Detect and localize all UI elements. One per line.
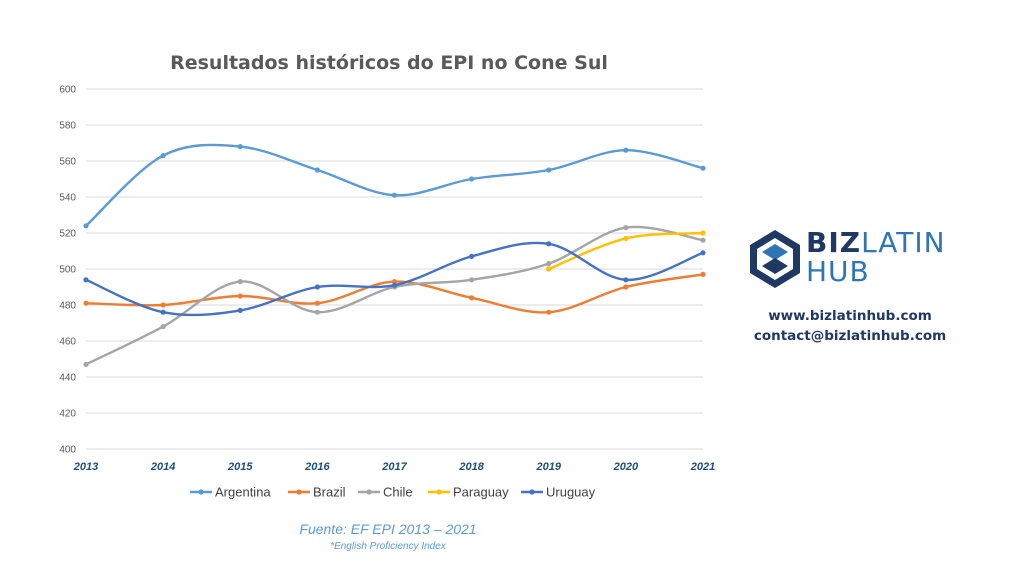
data-point (469, 295, 475, 301)
x-tick-label: 2015 (227, 461, 253, 473)
y-tick-label: 520 (59, 229, 76, 240)
legend-label: Paraguay (453, 485, 509, 500)
data-point (391, 282, 398, 288)
y-tick-label: 600 (59, 85, 76, 96)
data-point (623, 235, 629, 241)
data-point (237, 279, 243, 285)
logo-text-hub: HUB (806, 255, 870, 288)
data-point (623, 277, 629, 283)
x-tick-label: 2017 (381, 461, 407, 473)
legend-marker (198, 489, 204, 495)
data-point (83, 277, 89, 283)
x-tick-label: 2018 (458, 461, 484, 473)
series-brazil (83, 271, 706, 315)
series-uruguay (83, 241, 706, 317)
data-point (623, 284, 629, 290)
legend-marker (366, 489, 372, 495)
data-point (546, 309, 552, 315)
source-text: Fuente: EF EPI 2013 – 2021 (299, 521, 476, 537)
data-point (700, 165, 706, 171)
legend-label: Brazil (313, 485, 346, 500)
data-point (469, 176, 475, 182)
logo-text-biz: BIZ (806, 226, 862, 259)
legend-item-uruguay[interactable]: Uruguay (521, 485, 596, 500)
website-link[interactable]: www.bizlatinhub.com (768, 308, 932, 324)
data-point (700, 237, 706, 243)
data-point (314, 167, 320, 173)
bizlatinhub-logo: BIZLATIN HUB (748, 228, 948, 290)
data-point (700, 271, 706, 277)
data-point (700, 250, 706, 256)
x-tick-label: 2013 (73, 461, 98, 473)
y-tick-label: 460 (59, 337, 76, 348)
data-point (160, 302, 166, 308)
legend-label: Uruguay (546, 485, 596, 500)
series-line (85, 143, 704, 227)
x-tick-label: 2020 (613, 461, 639, 473)
x-tick-label: 2021 (690, 461, 715, 473)
x-tick-label: 2016 (304, 461, 330, 473)
data-point (700, 230, 706, 236)
series-line (85, 225, 704, 366)
data-point (623, 147, 629, 153)
x-axis-ticks: 2013 2014 2015 2016 2017 2018 2019 2020 2021 (73, 461, 715, 473)
y-tick-label: 480 (59, 301, 76, 312)
data-point (83, 223, 89, 229)
y-axis-ticks: 400 420 440 460 480 500 520 540 560 580 600 (59, 85, 76, 456)
legend-item-chile[interactable]: Chile (358, 485, 413, 500)
y-tick-label: 580 (59, 121, 76, 132)
series-chile (83, 225, 706, 367)
data-point (160, 153, 166, 159)
data-point (314, 300, 320, 306)
data-point (623, 225, 629, 231)
data-point (314, 284, 320, 290)
series-paraguay (546, 230, 706, 272)
y-tick-label: 560 (59, 157, 76, 168)
data-point (160, 309, 166, 315)
data-point (546, 241, 552, 247)
logo-mark-icon (750, 230, 800, 288)
legend-item-paraguay[interactable]: Paraguay (428, 485, 509, 500)
data-point (83, 361, 89, 367)
chart-title: Resultados históricos do EPI no Cone Sul (170, 52, 608, 74)
data-point (237, 293, 243, 299)
data-point (314, 309, 320, 315)
data-point (469, 253, 475, 259)
legend-label: Argentina (215, 485, 271, 500)
y-tick-label: 440 (59, 373, 76, 384)
y-tick-label: 400 (59, 445, 76, 456)
data-point (83, 300, 89, 306)
series-argentina (83, 143, 706, 229)
legend-marker (436, 489, 442, 495)
y-tick-label: 500 (59, 265, 76, 276)
legend-item-brazil[interactable]: Brazil (288, 485, 346, 500)
data-point (546, 167, 552, 173)
gridlines (86, 88, 703, 450)
legend[interactable]: Argentina Brazil Chile Paraguay Uruguay (190, 485, 596, 500)
data-point (237, 307, 243, 313)
legend-item-argentina[interactable]: Argentina (190, 485, 271, 500)
y-tick-label: 420 (59, 409, 76, 420)
x-tick-label: 2019 (536, 461, 562, 473)
contact-block: www.bizlatinhub.com contact@bizlatinhub.… (740, 306, 960, 346)
logo-text-latin: LATIN (861, 226, 946, 259)
data-point (546, 261, 552, 267)
data-point (160, 324, 166, 330)
source-note: *English Proficiency Index (330, 541, 447, 552)
data-point (546, 266, 552, 272)
data-point (391, 279, 398, 285)
legend-marker (296, 489, 302, 495)
email-link[interactable]: contact@bizlatinhub.com (753, 328, 947, 344)
y-tick-label: 540 (59, 193, 76, 204)
legend-marker (529, 489, 535, 495)
legend-label: Chile (383, 485, 413, 500)
data-point (469, 277, 475, 283)
x-tick-label: 2014 (150, 461, 175, 473)
series-lines (83, 143, 706, 367)
data-point (391, 192, 398, 198)
data-point (237, 144, 243, 150)
